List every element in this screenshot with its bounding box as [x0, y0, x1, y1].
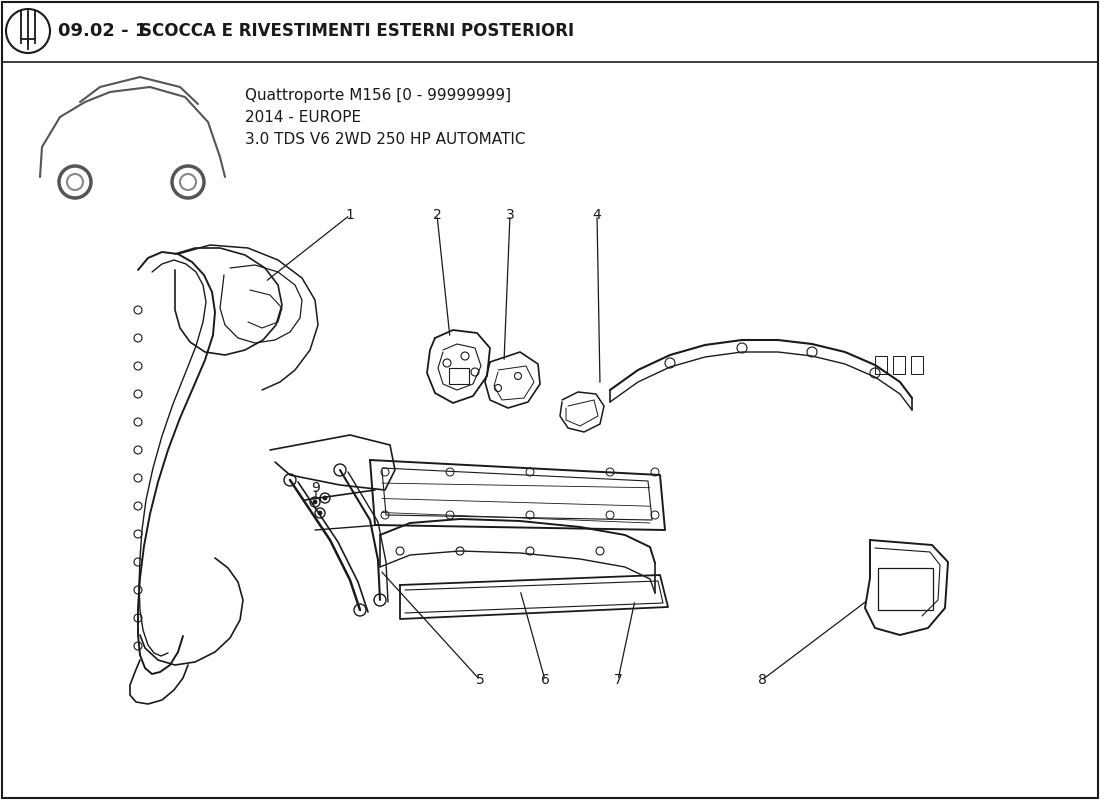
Text: Quattroporte M156 [0 - 99999999]: Quattroporte M156 [0 - 99999999] [245, 88, 512, 103]
Bar [893, 356, 905, 374]
Circle shape [314, 500, 317, 504]
Text: 6: 6 [540, 673, 549, 687]
Text: 7: 7 [614, 673, 623, 687]
Text: 2014 - EUROPE: 2014 - EUROPE [245, 110, 361, 125]
Bar [449, 368, 469, 384]
Text: 1: 1 [345, 208, 354, 222]
Text: SCOCCA E RIVESTIMENTI ESTERNI POSTERIORI: SCOCCA E RIVESTIMENTI ESTERNI POSTERIORI [140, 22, 574, 40]
Text: 9: 9 [311, 481, 320, 495]
Bar [878, 568, 933, 610]
Text: 8: 8 [758, 673, 767, 687]
Text: 3.0 TDS V6 2WD 250 HP AUTOMATIC: 3.0 TDS V6 2WD 250 HP AUTOMATIC [245, 132, 526, 147]
Bar [874, 356, 887, 374]
Text: 09.02 - 1: 09.02 - 1 [58, 22, 147, 40]
Bar [911, 356, 923, 374]
Text: 3: 3 [506, 208, 515, 222]
Text: 2: 2 [432, 208, 441, 222]
Text: 4: 4 [593, 208, 602, 222]
Circle shape [318, 511, 322, 515]
Circle shape [323, 496, 327, 500]
Text: 5: 5 [475, 673, 484, 687]
